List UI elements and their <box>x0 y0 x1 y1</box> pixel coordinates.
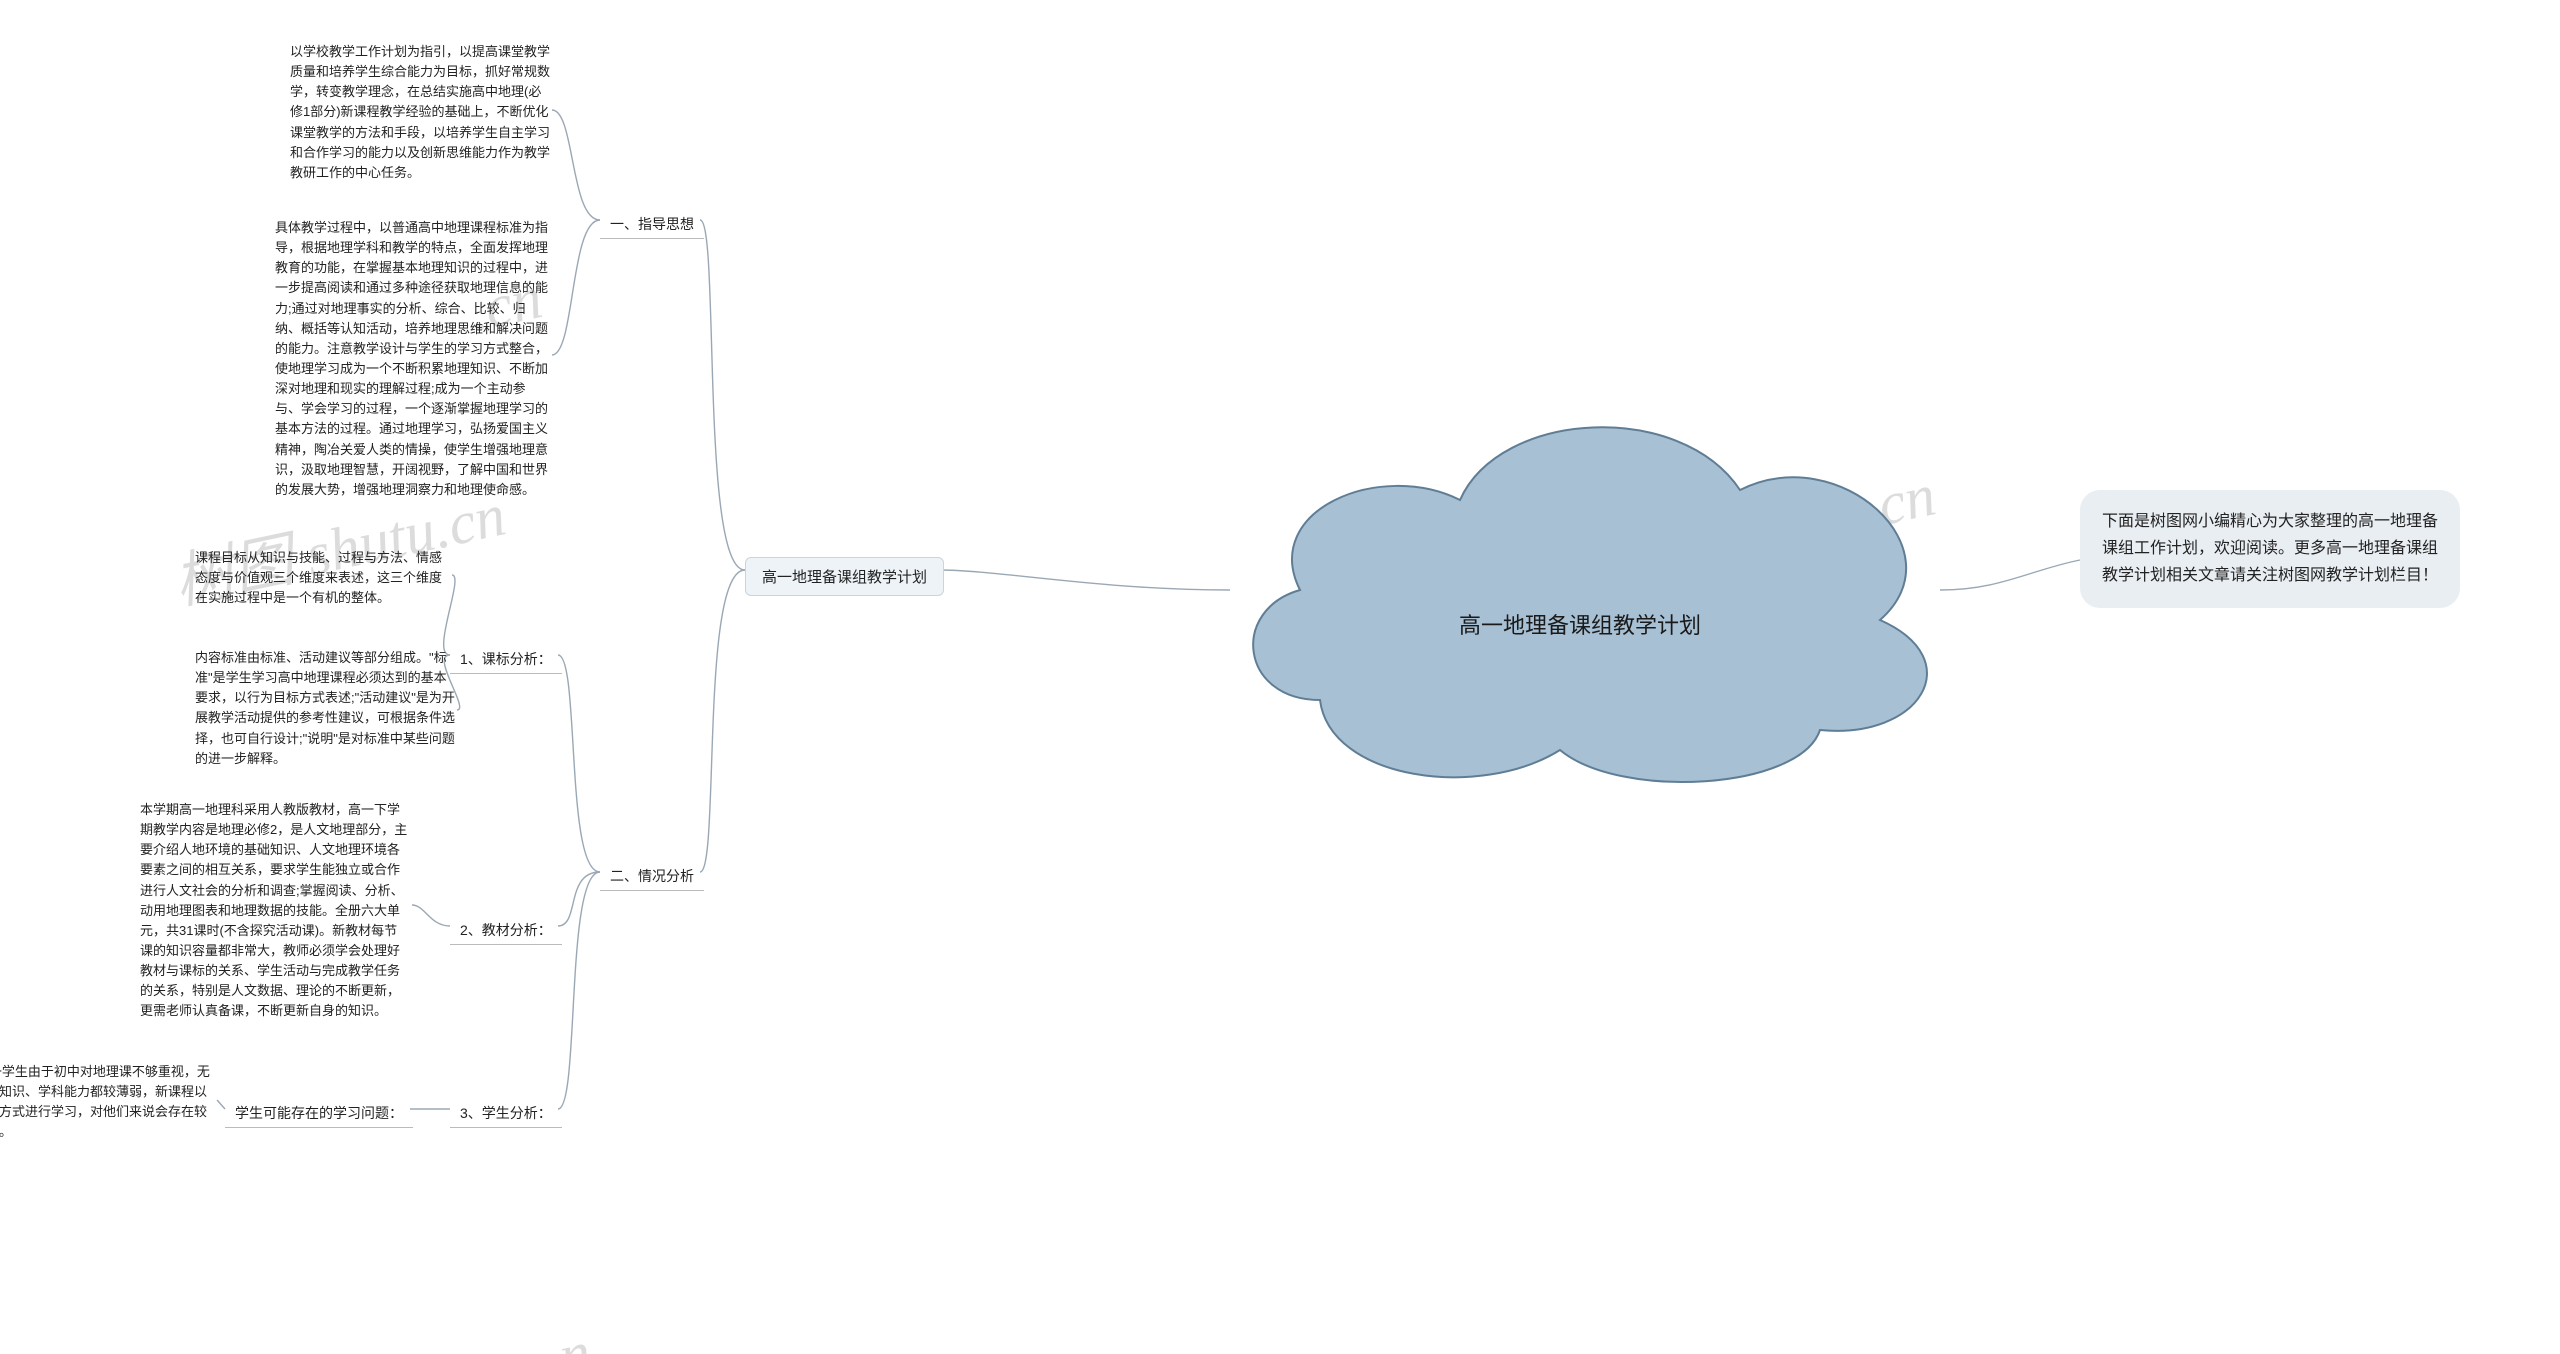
description-box: 下面是树图网小编精心为大家整理的高一地理备课组工作计划，欢迎阅读。更多高一地理备… <box>2080 490 2460 608</box>
watermark: n <box>553 1318 597 1354</box>
leaf-student-1: (1)高一学生由于初中对地理课不够重视，无论学科知识、学科能力都较薄弱，新课程以… <box>0 1062 215 1143</box>
root-title: 高一地理备课组教学计划 <box>1200 608 1960 640</box>
branch-guiding-thought[interactable]: 一、指导思想 <box>600 210 704 239</box>
cloud-shape <box>1200 380 1960 800</box>
sub-curriculum[interactable]: 1、课标分析： <box>450 645 562 674</box>
leaf-curriculum-1: 课程目标从知识与技能、过程与方法、情感态度与价值观三个维度来表述，这三个维度在实… <box>195 548 450 608</box>
leaf-guiding-2: 具体教学过程中，以普通高中地理课程标准为指导，根据地理学科和教学的特点，全面发挥… <box>275 218 550 500</box>
root-cloud[interactable]: 高一地理备课组教学计划 <box>1200 380 1960 800</box>
leaf-guiding-1: 以学校教学工作计划为指引，以提高课堂教学质量和培养学生综合能力为目标，抓好常规数… <box>290 42 550 183</box>
leaf-textbook-1: 本学期高一地理科采用人教版教材，高一下学期教学内容是地理必修2，是人文地理部分，… <box>140 800 410 1022</box>
mid-node[interactable]: 高一地理备课组教学计划 <box>745 557 944 596</box>
sub-textbook[interactable]: 2、教材分析： <box>450 916 562 945</box>
sub-student-issues[interactable]: 学生可能存在的学习问题： <box>225 1099 413 1128</box>
sub-student[interactable]: 3、学生分析： <box>450 1099 562 1128</box>
leaf-curriculum-2: 内容标准由标准、活动建议等部分组成。"标准"是学生学习高中地理课程必须达到的基本… <box>195 648 455 769</box>
branch-situation[interactable]: 二、情况分析 <box>600 862 704 891</box>
